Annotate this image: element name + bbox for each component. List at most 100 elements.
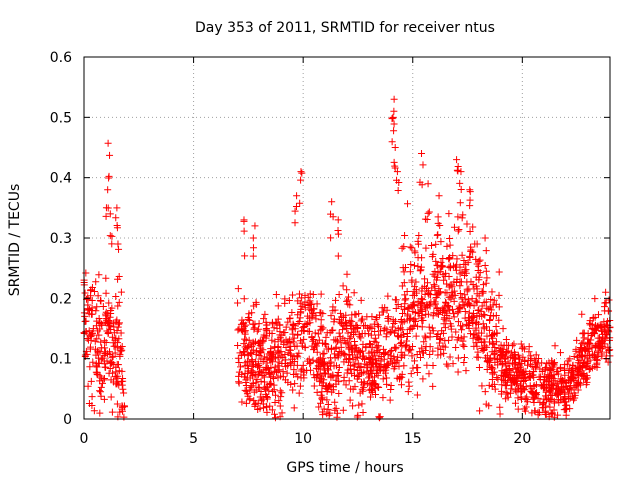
data-point <box>546 386 554 394</box>
data-point <box>365 354 373 362</box>
data-point <box>323 387 331 395</box>
data-point <box>263 402 271 410</box>
data-point <box>473 240 481 248</box>
data-point <box>563 401 571 409</box>
data-point <box>483 366 491 374</box>
data-point <box>99 303 107 311</box>
data-point <box>255 361 263 369</box>
data-point <box>452 266 460 274</box>
data-point <box>375 331 383 339</box>
data-point <box>107 376 115 384</box>
data-point <box>534 394 542 402</box>
data-point <box>332 343 340 351</box>
data-point <box>283 369 291 377</box>
data-point <box>295 349 303 357</box>
data-point <box>450 223 458 231</box>
data-point <box>84 306 92 314</box>
data-point <box>239 347 247 355</box>
data-point <box>486 362 494 370</box>
data-point <box>554 411 562 419</box>
data-point <box>308 300 316 308</box>
data-point <box>455 334 463 342</box>
data-point <box>319 361 327 369</box>
data-point <box>270 324 278 332</box>
data-point <box>351 383 359 391</box>
data-point <box>443 309 451 317</box>
data-point <box>498 367 506 375</box>
data-point <box>348 317 356 325</box>
data-point <box>379 308 387 316</box>
data-point <box>520 345 528 353</box>
data-point <box>391 162 399 170</box>
data-point <box>422 244 430 252</box>
data-point <box>528 409 536 417</box>
data-point <box>456 199 464 207</box>
data-point <box>485 381 493 389</box>
data-point <box>408 352 416 360</box>
data-point <box>404 310 412 318</box>
data-point <box>357 317 365 325</box>
data-point <box>86 343 94 351</box>
data-point <box>351 337 359 345</box>
data-point <box>238 316 246 324</box>
data-point <box>387 347 395 355</box>
data-point <box>461 308 469 316</box>
data-point <box>368 370 376 378</box>
data-point <box>417 266 425 274</box>
data-point <box>545 388 553 396</box>
data-point <box>538 367 546 375</box>
data-point <box>335 291 343 299</box>
data-point <box>522 383 530 391</box>
data-point <box>237 363 245 371</box>
data-point <box>445 254 453 262</box>
data-point <box>281 295 289 303</box>
data-point <box>265 329 273 337</box>
data-point <box>461 272 469 280</box>
data-point <box>254 399 262 407</box>
data-point <box>514 394 522 402</box>
data-point <box>475 364 483 372</box>
data-point <box>470 302 478 310</box>
data-point <box>519 353 527 361</box>
data-point <box>114 302 122 310</box>
data-point <box>238 351 246 359</box>
data-point <box>361 360 369 368</box>
data-point <box>479 320 487 328</box>
y-tick-label: 0.3 <box>50 231 72 247</box>
data-point <box>423 361 431 369</box>
data-point <box>366 379 374 387</box>
data-point <box>393 358 401 366</box>
data-point <box>498 375 506 383</box>
data-point <box>249 320 257 328</box>
data-point <box>492 323 500 331</box>
data-point <box>466 188 474 196</box>
data-point <box>508 342 516 350</box>
data-point <box>291 380 299 388</box>
data-point <box>313 348 321 356</box>
data-point <box>518 395 526 403</box>
data-point <box>406 243 414 251</box>
data-point <box>350 289 358 297</box>
data-point <box>469 223 477 231</box>
data-point <box>298 169 306 177</box>
data-point <box>250 325 258 333</box>
data-point <box>495 291 503 299</box>
data-point <box>460 359 468 367</box>
data-point <box>102 289 110 297</box>
data-point <box>354 359 362 367</box>
data-point <box>401 296 409 304</box>
data-point <box>113 380 121 388</box>
data-point <box>548 392 556 400</box>
data-point <box>586 317 594 325</box>
data-point <box>559 396 567 404</box>
data-point <box>356 348 364 356</box>
data-point <box>297 305 305 313</box>
data-point <box>405 303 413 311</box>
data-point <box>398 282 406 290</box>
data-point <box>240 227 248 235</box>
data-point <box>441 324 449 332</box>
data-point <box>357 334 365 342</box>
data-point <box>323 329 331 337</box>
data-point <box>383 374 391 382</box>
data-point <box>456 278 464 286</box>
